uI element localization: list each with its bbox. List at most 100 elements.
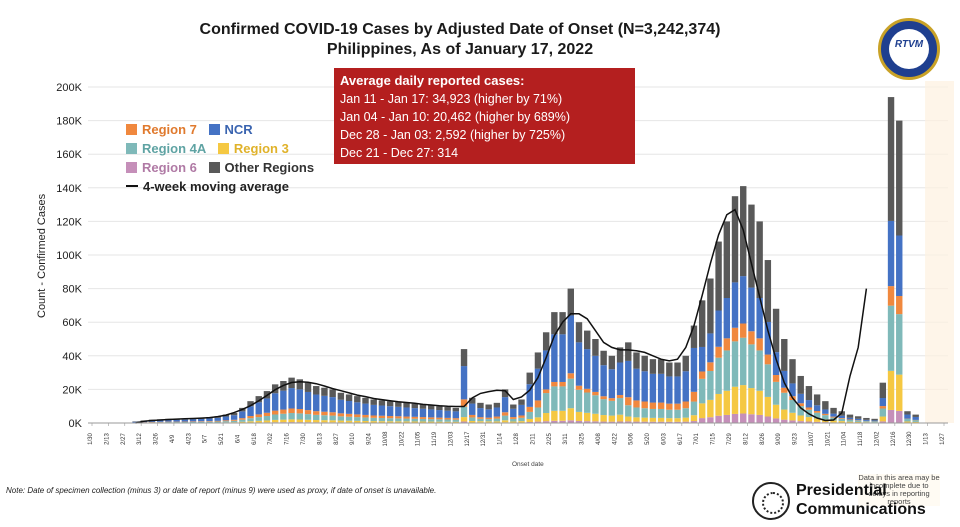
bar-segment (633, 352, 640, 369)
bar-segment (879, 416, 887, 422)
bar-segment (157, 422, 164, 423)
bar-segment (740, 323, 747, 338)
bar-segment (485, 417, 492, 420)
bar-segment (222, 420, 230, 422)
bar-segment (255, 420, 262, 423)
bar-segment (542, 393, 550, 414)
bar-segment (912, 420, 919, 422)
bar-segment (879, 408, 887, 417)
bar-segment (846, 417, 854, 420)
legend-swatch (126, 162, 137, 173)
bar-segment (764, 321, 772, 355)
bar-segment (625, 416, 632, 422)
bar-segment (854, 421, 862, 423)
bar-segment (797, 375, 804, 394)
x-tick-label: 2/27 (121, 433, 127, 445)
bar-segment (805, 417, 813, 422)
y-tick-label: 180K (56, 116, 82, 128)
bar-segment (567, 378, 574, 409)
bar-segment (165, 422, 172, 423)
bar-segment (395, 406, 402, 417)
bar-segment (616, 421, 624, 423)
bar-segment (887, 305, 895, 371)
bar-segment (173, 422, 180, 423)
bar-segment (863, 421, 870, 423)
bar-segment (337, 416, 345, 421)
bar-segment (288, 419, 295, 423)
bar-segment (789, 412, 796, 421)
bar-segment (633, 407, 640, 418)
bar-segment (813, 394, 821, 406)
bar-segment (657, 373, 665, 403)
bar-segment (181, 422, 189, 423)
bar-segment (731, 386, 739, 414)
bar-segment (805, 386, 813, 401)
bar-segment (698, 418, 706, 423)
legend-line-swatch (126, 185, 138, 187)
bar-segment (460, 421, 468, 423)
bar-segment (822, 401, 829, 410)
bar-segment (534, 417, 542, 422)
y-tick-label: 200K (56, 82, 82, 94)
bar-segment (444, 410, 451, 418)
x-tick-label: 2/11 (530, 433, 536, 445)
bar-segment (304, 419, 312, 423)
average-box-line-1: Jan 11 - Jan 17: 34,923 (higher by 71%) (340, 92, 563, 106)
bar-segment (781, 339, 788, 371)
x-tick-label: 8/12 (743, 433, 749, 445)
bar-segment (354, 417, 361, 421)
bar-segment (608, 398, 616, 401)
legend-item-region-6: Region 6 (126, 158, 197, 177)
legend-label: 4-week moving average (143, 179, 289, 194)
bar-segment (239, 419, 246, 422)
bar-segment (641, 401, 648, 409)
bar-segment (715, 346, 722, 358)
x-tick-label: 12/02 (874, 431, 880, 447)
bar-segment (723, 414, 731, 423)
bar-segment (879, 421, 887, 423)
logo-inner-circle (889, 29, 929, 69)
chart-title: Confirmed COVID-19 Cases by Adjusted Dat… (120, 20, 800, 60)
bar-segment (674, 376, 681, 404)
bar-segment (247, 421, 254, 423)
bar-segment (748, 414, 755, 423)
bar-segment (731, 196, 739, 283)
bar-segment (469, 414, 476, 418)
bar-segment (854, 418, 862, 421)
bar-segment (715, 310, 722, 347)
bar-segment (427, 405, 435, 410)
bar-segment (830, 420, 837, 423)
bar-segment (411, 418, 418, 422)
y-tick-label: 40K (62, 351, 82, 363)
bar-segment (633, 421, 640, 423)
bar-segment (362, 420, 369, 423)
x-tick-label: 4/9 (170, 434, 176, 443)
x-tick-label: 12/31 (481, 431, 487, 447)
bar-segment (206, 421, 213, 422)
bar-segment (345, 394, 353, 402)
bar-segment (501, 389, 509, 398)
bar-segment (444, 421, 451, 423)
bar-segment (477, 421, 484, 423)
bar-segment (600, 350, 607, 366)
bar-segment (362, 417, 369, 421)
x-tick-label: 1/27 (940, 433, 946, 445)
bar-segment (493, 421, 501, 423)
bar-segment (772, 418, 780, 423)
bar-segment (764, 354, 772, 365)
bar-segment (337, 420, 345, 423)
bar-segment (386, 406, 394, 417)
bar-segment (493, 402, 501, 408)
bar-segment (863, 417, 870, 420)
bar-segment (748, 344, 755, 389)
bar-segment (592, 355, 599, 392)
x-tick-label: 12/30 (907, 431, 913, 447)
bar-segment (822, 409, 829, 414)
bar-segment (214, 421, 221, 423)
bar-segment (567, 420, 574, 423)
bar-segment (247, 416, 254, 419)
bar-segment (206, 421, 213, 423)
bar-segment (255, 417, 262, 421)
bar-segment (362, 397, 369, 404)
bar-segment (247, 418, 254, 422)
